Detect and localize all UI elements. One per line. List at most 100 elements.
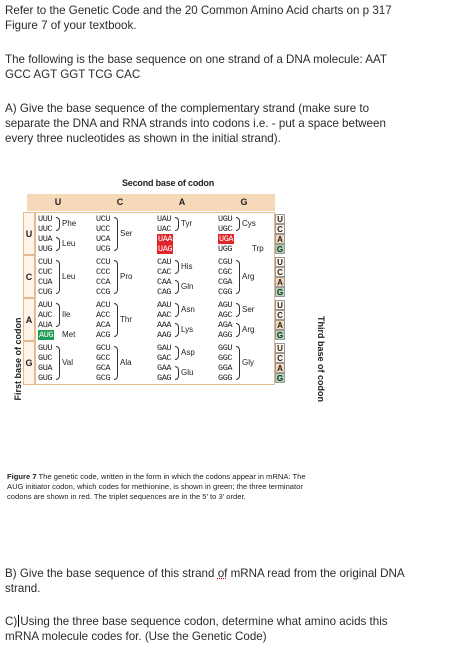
aa-ser: Ser xyxy=(242,305,255,314)
codon-cgc: CGC xyxy=(218,267,233,277)
third-base: U xyxy=(275,300,285,310)
question-b-text: B) Give the base sequence of this strand xyxy=(5,567,218,580)
codon-uuu: UUU xyxy=(38,214,53,224)
brace xyxy=(114,346,118,380)
codon-uua: UUA xyxy=(38,234,53,244)
aa-pro: Pro xyxy=(120,272,133,281)
brace xyxy=(56,260,60,294)
codon-aac: AAC xyxy=(157,310,172,320)
codon-aau: AAU xyxy=(157,300,172,310)
aa-tyr: Tyr xyxy=(181,219,193,228)
brace xyxy=(236,260,240,294)
codon-ccg: CCG xyxy=(96,287,111,297)
codon-cgu: CGU xyxy=(218,257,233,267)
first-base-u: U xyxy=(23,212,35,255)
codon-cac: CAC xyxy=(157,267,172,277)
aa-lys: Lys xyxy=(181,325,194,334)
first-base-c: C xyxy=(23,255,35,298)
third-base: U xyxy=(275,343,285,353)
codon-cug: CUG xyxy=(38,287,53,297)
question-b-line: B) Give the base sequence of this strand… xyxy=(5,566,445,581)
codon-ucc: UCC xyxy=(96,224,111,234)
header-u: U xyxy=(54,197,62,207)
aa-val: Val xyxy=(62,358,73,367)
codon-agu: AGU xyxy=(218,300,233,310)
codon-gcu: GCU xyxy=(96,343,111,353)
genetic-code-figure: Second base of codon First base of codon… xyxy=(4,171,326,517)
aa-arg: Arg xyxy=(242,272,255,281)
third-base: C xyxy=(275,310,285,320)
brace xyxy=(175,280,179,294)
brace xyxy=(175,217,179,231)
codon-uga: UGA xyxy=(218,234,235,244)
third-base: G xyxy=(275,330,285,340)
question-c-text: Using the three base sequence codon, det… xyxy=(20,615,388,628)
aa-met: Met xyxy=(62,330,76,339)
aa-thr: Thr xyxy=(120,315,132,324)
third-base: C xyxy=(275,267,285,277)
brace xyxy=(114,303,118,337)
header-band xyxy=(27,194,275,211)
brace xyxy=(56,217,60,231)
aa-glu: Glu xyxy=(181,368,194,377)
codon-cau: CAU xyxy=(157,257,172,267)
codon-aug: AUG xyxy=(38,330,55,340)
codon-ggg: GGG xyxy=(218,373,233,383)
third-base: G xyxy=(275,287,285,297)
codon-ccu: CCU xyxy=(96,257,111,267)
aa-arg: Arg xyxy=(242,325,255,334)
codon-ucg: UCG xyxy=(96,244,111,254)
codon-aua: AUA xyxy=(38,320,53,330)
brace xyxy=(175,260,179,274)
codon-ugu: UGU xyxy=(218,214,233,224)
codon-ggu: GGU xyxy=(218,343,233,353)
codon-gua: GUA xyxy=(38,363,53,373)
question-c-line: mRNA molecule codes for. (Use the Geneti… xyxy=(5,630,267,643)
spellcheck-word: of xyxy=(217,567,228,580)
sequence-paragraph: The following is the base sequence on on… xyxy=(5,52,445,82)
question-b: B) Give the base sequence of this strand… xyxy=(5,566,445,596)
codon-guc: GUC xyxy=(38,353,53,363)
codon-cca: CCA xyxy=(96,277,111,287)
brace xyxy=(56,303,60,327)
third-base: A xyxy=(275,320,285,330)
codon-agc: AGC xyxy=(218,310,233,320)
codon-aaa: AAA xyxy=(157,320,172,330)
codon-gcg: GCG xyxy=(96,373,111,383)
codon-agg: AGG xyxy=(218,330,233,340)
brace xyxy=(236,217,240,231)
codon-gcc: GCC xyxy=(96,353,111,363)
aa-cys: Cys xyxy=(242,219,256,228)
codon-uaa: UAA xyxy=(157,234,174,244)
codon-ggc: GGC xyxy=(218,353,233,363)
third-base: U xyxy=(275,257,285,267)
codon-gca: GCA xyxy=(96,363,111,373)
codon-auc: AUC xyxy=(38,310,53,320)
question-a-line: every three nucleotides as shown in the … xyxy=(5,132,281,145)
third-base-title: Third base of codon xyxy=(316,315,326,402)
brace xyxy=(175,346,179,360)
codon-aag: AAG xyxy=(157,330,172,340)
codon-gga: GGA xyxy=(218,363,233,373)
intro-text: Refer to the Genetic Code and the 20 Com… xyxy=(5,3,445,33)
codon-guu: GUU xyxy=(38,343,53,353)
aa-leu: Leu xyxy=(62,272,76,281)
brace xyxy=(114,217,118,251)
question-a-line: separate the DNA and RNA strands into co… xyxy=(5,117,386,130)
caption-text: The genetic code, written in the form in… xyxy=(7,472,306,501)
codon-ugg: UGG xyxy=(218,244,233,254)
codon-gug: GUG xyxy=(38,373,53,383)
codon-aga: AGA xyxy=(218,320,233,330)
aa-asp: Asp xyxy=(181,348,195,357)
stop-codon-uag: UAG xyxy=(157,244,174,254)
aa-ile: Ile xyxy=(62,310,71,319)
codon-cag: CAG xyxy=(157,287,172,297)
codon-cua: CUA xyxy=(38,277,53,287)
caption-label: Figure 7 xyxy=(7,472,37,481)
brace xyxy=(175,366,179,380)
codon-ccc: CCC xyxy=(96,267,111,277)
codon-ugc: UGC xyxy=(218,224,233,234)
third-base: G xyxy=(275,373,285,383)
brace xyxy=(114,260,118,294)
codon-cgg: CGG xyxy=(218,287,233,297)
